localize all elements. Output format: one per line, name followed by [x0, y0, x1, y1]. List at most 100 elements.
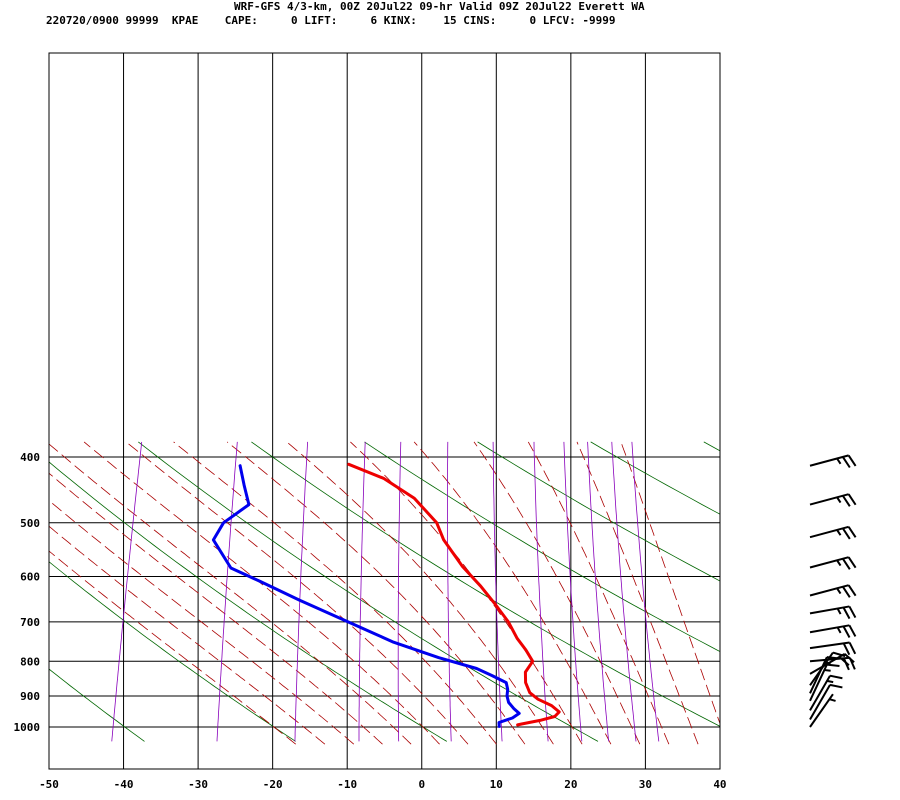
- dry-adiabat: [364, 441, 720, 653]
- wind-barb: [809, 663, 840, 702]
- barb-feather: [829, 683, 843, 689]
- barb-feather: [847, 584, 857, 597]
- moist-adiabat: [125, 441, 469, 745]
- wind-barb-column: [809, 454, 857, 728]
- wind-barb: [809, 674, 843, 711]
- y-tick-label: 700: [20, 616, 40, 629]
- moist-adiabat: [83, 441, 440, 745]
- x-tick-label: 0: [418, 778, 425, 791]
- y-tick-label: 600: [20, 570, 40, 583]
- y-tick-label: 400: [20, 451, 40, 464]
- x-tick-label: -20: [263, 778, 283, 791]
- barb-staff: [809, 656, 828, 694]
- sounding-traces: [211, 462, 561, 728]
- barb-feather: [843, 653, 855, 664]
- chart-title: WRF-GFS 4/3-km, 00Z 20Jul22 09-hr Valid …: [234, 0, 645, 13]
- barb-feather: [847, 556, 857, 569]
- barb-feather: [847, 493, 857, 506]
- barb-staff: [809, 605, 850, 615]
- barb-half-feather: [829, 698, 836, 702]
- wind-barb: [809, 454, 857, 469]
- barb-feather: [826, 656, 840, 660]
- barb-feather: [848, 642, 857, 655]
- dry-adiabat: [477, 441, 720, 582]
- dry-adiabat: [251, 441, 720, 727]
- barb-staff: [809, 656, 850, 663]
- barb-feather: [848, 605, 857, 619]
- moist-adiabat: [473, 441, 641, 745]
- barb-half-feather: [824, 661, 831, 665]
- x-tick-label: 20: [564, 778, 577, 791]
- mixing-ratio-line: [587, 441, 610, 742]
- barb-half-feather: [836, 529, 842, 536]
- x-tick-label: -30: [188, 778, 208, 791]
- barb-feather: [829, 674, 843, 680]
- moist-adiabat: [576, 441, 699, 745]
- moist-adiabat: [49, 525, 326, 745]
- mixing-ratio-line: [631, 441, 660, 742]
- dry-adiabat: [49, 561, 296, 742]
- y-tick-label: 800: [20, 655, 40, 668]
- x-tick-label: 10: [490, 778, 503, 791]
- barb-staff: [809, 454, 849, 467]
- wind-barb: [809, 693, 836, 728]
- x-tick-label: -10: [337, 778, 357, 791]
- barb-staff: [809, 493, 849, 506]
- barb-half-feather: [824, 669, 831, 672]
- wind-barb: [809, 584, 857, 598]
- dry-adiabat: [49, 668, 145, 742]
- barb-half-feather: [826, 679, 834, 684]
- barb-feather: [842, 495, 851, 507]
- barb-feather: [832, 651, 846, 658]
- wind-barb: [809, 556, 857, 570]
- barb-feather: [842, 527, 851, 540]
- barb-feather: [847, 526, 857, 538]
- barb-feather: [842, 606, 851, 620]
- moist-adiabat: [173, 441, 497, 745]
- axis-tick-labels: 400 500 600 700 800 900 1000 -50 -40 -30 -20 -10 0 10…: [14, 451, 727, 791]
- thermodynamic-reference-lines: [49, 441, 900, 745]
- wind-barb: [809, 656, 840, 694]
- barb-half-feather: [836, 559, 842, 567]
- dry-adiabat: [817, 442, 900, 742]
- moist-adiabat: [49, 550, 297, 745]
- isobar-isotherm-grid: [49, 53, 720, 769]
- dry-adiabat: [703, 441, 720, 452]
- barb-staff: [809, 693, 834, 728]
- barb-feather: [847, 454, 857, 467]
- wind-barb: [809, 624, 857, 638]
- wind-barb: [809, 525, 857, 540]
- moist-adiabat: [286, 441, 554, 745]
- barb-feather: [842, 558, 851, 570]
- barb-feather: [842, 642, 851, 656]
- barb-staff: [809, 556, 849, 569]
- barb-half-feather: [836, 496, 842, 504]
- dry-adiabat: [49, 461, 448, 742]
- mixing-ratio-line: [397, 441, 402, 742]
- barb-staff: [809, 525, 849, 539]
- wind-barb: [809, 683, 843, 721]
- moist-adiabat: [620, 441, 720, 725]
- dry-adiabat: [138, 441, 599, 742]
- mixing-ratio-line: [492, 441, 503, 742]
- barb-feather: [842, 625, 851, 638]
- mixing-ratio-line: [111, 441, 143, 742]
- mixing-ratio-line: [611, 441, 637, 742]
- barb-staff: [809, 675, 831, 711]
- mixing-ratio-line: [294, 441, 308, 742]
- moist-adiabat: [49, 443, 412, 745]
- barb-feather: [842, 456, 851, 469]
- barb-staff: [809, 624, 850, 634]
- barb-half-feather: [836, 587, 842, 595]
- wind-barb: [809, 605, 857, 620]
- mixing-ratio-line: [533, 441, 549, 742]
- wind-barb: [809, 493, 857, 507]
- temperature-trace: [347, 462, 561, 727]
- barb-feather: [842, 586, 851, 598]
- sounding-indices: 220720/0900 99999 KPAE CAPE: 0 LIFT: 6 K…: [46, 14, 616, 27]
- plot-frame: [48, 52, 721, 770]
- moist-adiabat: [527, 441, 670, 745]
- barb-half-feather: [836, 608, 842, 615]
- x-tick-label: 40: [713, 778, 726, 791]
- dewpoint-trace: [211, 464, 521, 728]
